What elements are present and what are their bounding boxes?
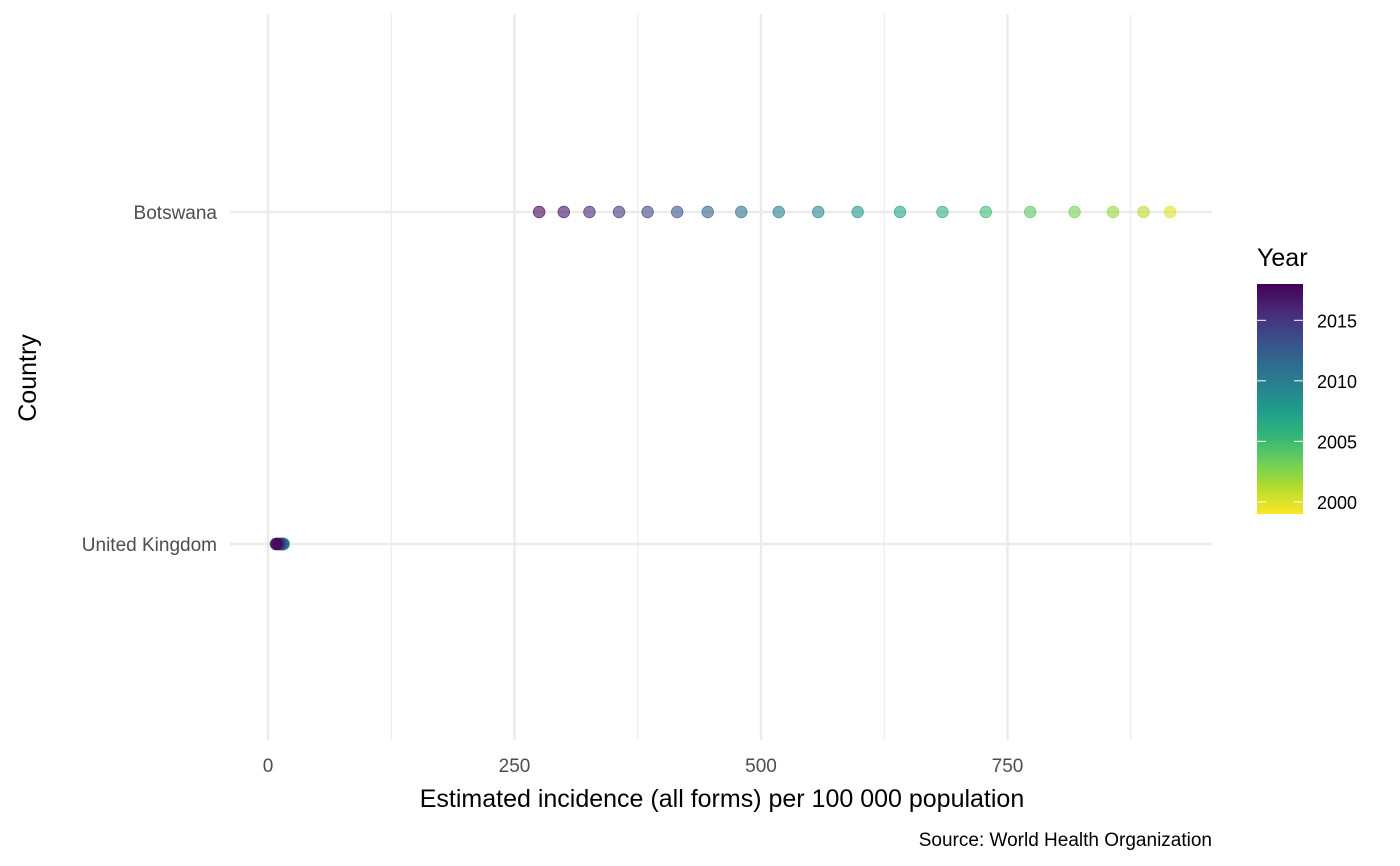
data-point-botswana-2005 [979, 205, 993, 219]
data-point-botswana-2000 [1163, 205, 1177, 219]
grid-minor [390, 14, 1132, 740]
y-axis-title: Country [14, 334, 42, 422]
caption: Source: World Health Organization [919, 830, 1212, 851]
x-axis-title: Estimated incidence (all forms) per 100 … [420, 785, 1025, 813]
data-point-botswana-2004 [1023, 205, 1037, 219]
x-tick-label: 250 [499, 756, 531, 777]
data-point-botswana-2002 [1106, 205, 1120, 219]
data-point-botswana-2016 [583, 205, 596, 219]
data-point-botswana-2017 [557, 205, 571, 219]
data-points [269, 205, 1177, 551]
data-point-botswana-2015 [612, 205, 626, 219]
legend-title: Year [1257, 244, 1308, 272]
data-point-botswana-2001 [1137, 205, 1150, 219]
data-point-botswana-2007 [893, 205, 907, 219]
legend-tick-label: 2010 [1317, 372, 1357, 392]
data-point-botswana-2003 [1068, 205, 1081, 219]
data-point-botswana-2018 [532, 205, 546, 219]
y-tick-label: United Kingdom [82, 535, 217, 556]
data-point-botswana-2014 [641, 205, 654, 219]
data-point-botswana-2012 [701, 205, 714, 219]
x-tick-label: 500 [745, 756, 777, 777]
legend-tick-label: 2005 [1317, 432, 1357, 452]
legend-tick-label: 2000 [1317, 493, 1357, 513]
colorbar [1257, 284, 1303, 514]
grid-major [230, 14, 1212, 740]
y-tick-label: Botswana [134, 203, 218, 224]
data-point-botswana-2009 [811, 205, 825, 219]
x-tick-label: 0 [263, 756, 274, 777]
data-point-botswana-2008 [851, 205, 864, 219]
data-point-botswana-2013 [670, 205, 684, 219]
x-tick-labels: 0 250 500 750 [263, 756, 1024, 777]
y-tick-labels: Botswana United Kingdom [82, 203, 218, 556]
legend: Year 2000 2005 2010 2015 [1257, 244, 1357, 514]
data-point-botswana-2010 [772, 205, 785, 219]
x-tick-label: 750 [992, 756, 1024, 777]
data-point-united-kingdom-2018 [269, 537, 283, 551]
legend-ticks: 2000 2005 2010 2015 [1257, 311, 1357, 513]
legend-tick-label: 2015 [1317, 311, 1357, 331]
data-point-botswana-2011 [735, 205, 748, 219]
data-point-botswana-2006 [936, 205, 949, 219]
